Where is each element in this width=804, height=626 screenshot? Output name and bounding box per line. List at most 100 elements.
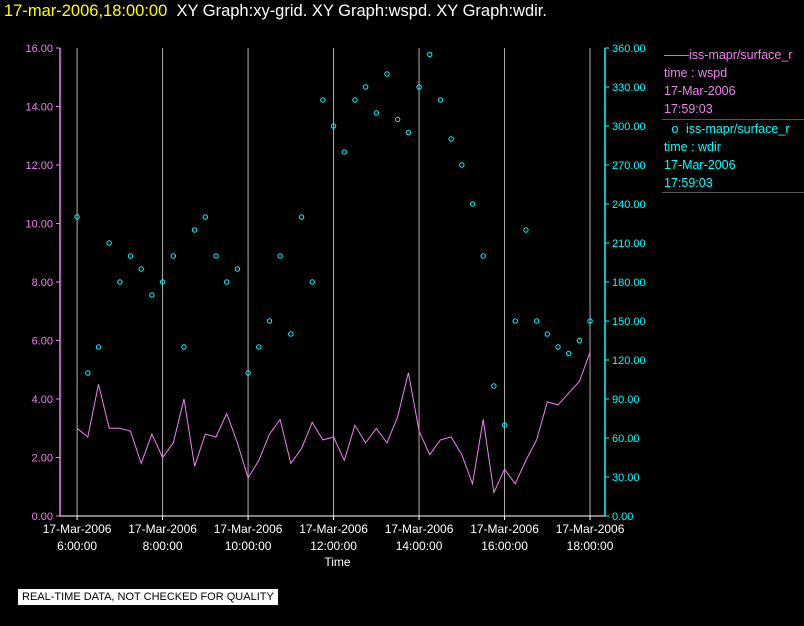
right-tick-label: 210.00 [612, 238, 646, 250]
x-tick-time: 8:00:00 [143, 539, 183, 553]
series-wspd-line [76, 352, 591, 495]
series-wdir-point [512, 318, 518, 324]
x-tick-time: 12:00:00 [310, 539, 357, 553]
series-wdir-point [266, 318, 273, 324]
left-tick-label: 0.00 [32, 511, 53, 523]
title-graphs: XY Graph:xy-grid. XY Graph:wspd. XY Grap… [176, 2, 547, 20]
series-wdir-point [373, 110, 380, 116]
series-wdir-point [149, 292, 155, 298]
x-tick-time: 10:00:00 [225, 539, 272, 553]
right-tick-label: 300.00 [612, 121, 646, 133]
series-wdir-point [213, 253, 219, 259]
right-tick-label: 30.00 [612, 472, 640, 484]
series-wdir-point [405, 129, 412, 136]
series-wdir-point [106, 240, 112, 246]
quality-note: REAL-TIME DATA, NOT CHECKED FOR QUALITY [18, 589, 278, 605]
series-wdir-point [234, 266, 241, 272]
x-axis-label: Time [324, 555, 351, 569]
left-tick-label: 2.00 [32, 453, 53, 465]
right-tick-label: 60.00 [612, 433, 640, 445]
right-tick-label: 240.00 [612, 199, 646, 211]
left-tick-label: 4.00 [32, 394, 53, 406]
legend-wspd-time: 17:59:03 [664, 102, 713, 116]
series-wdir-point [384, 71, 390, 77]
series-wdir-point [555, 344, 561, 350]
series-wdir-point [245, 370, 251, 376]
legend-divider [662, 119, 804, 120]
legend-wdir-date: 17-Mar-2006 [664, 158, 736, 172]
series-wdir-point [298, 214, 305, 220]
legend-wdir: o iss-mapr/surface_r time : wdir 17-Mar-2… [664, 120, 804, 192]
legend-wspd-var: time : wspd [664, 66, 728, 80]
left-tick-label: 8.00 [32, 277, 53, 289]
right-tick-label: 120.00 [612, 355, 646, 367]
series-wdir-point [448, 136, 454, 142]
legend-wdir-name: o iss-mapr/surface_r [671, 122, 790, 136]
series-wdir-point [544, 331, 550, 337]
left-tick-label: 6.00 [32, 336, 53, 348]
series-wdir-point [501, 422, 508, 428]
x-tick-time: 18:00:00 [567, 539, 614, 553]
x-tick-date: 17-Mar-2006 [385, 522, 454, 536]
right-tick-label: 270.00 [612, 160, 646, 172]
x-tick-date: 17-Mar-2006 [556, 522, 625, 536]
series-wdir-point [491, 383, 497, 389]
series-wdir-point [191, 227, 198, 233]
series-wdir-point [576, 337, 583, 344]
series-wdir-point [95, 344, 102, 350]
series-wdir-point [437, 97, 444, 103]
right-tick-label: 360.00 [612, 43, 646, 55]
series-wdir-point [85, 370, 91, 376]
x-tick-time: 14:00:00 [396, 539, 443, 553]
x-tick-date: 17-Mar-2006 [470, 522, 539, 536]
series-wdir-point [277, 253, 283, 259]
series-wdir-point [416, 84, 422, 90]
graph-title: 17-mar-2006,18:00:00 XY Graph:xy-grid. X… [4, 2, 547, 21]
series-wdir-point [587, 318, 593, 324]
right-tick-label: 330.00 [612, 82, 646, 94]
title-timestamp: 17-mar-2006,18:00:00 [4, 2, 168, 20]
series-wdir-point [74, 214, 80, 220]
series-wdir-point [181, 344, 187, 350]
legend-wdir-time: 17:59:03 [664, 176, 713, 190]
legend-wspd-date: 17-Mar-2006 [664, 84, 736, 98]
series-wdir-point [127, 253, 134, 259]
legend-wspd: ——iss-mapr/surface_r time : wspd 17-Mar-… [664, 46, 804, 118]
series-wdir-point [170, 253, 176, 259]
left-tick-label: 14.00 [25, 102, 53, 114]
series-wdir-point [117, 279, 123, 285]
series-wdir-point [480, 253, 486, 259]
x-tick-date: 17-Mar-2006 [214, 522, 283, 536]
x-tick-time: 16:00:00 [481, 539, 528, 553]
left-tick-label: 12.00 [25, 160, 53, 172]
x-tick-time: 6:00:00 [57, 539, 97, 553]
legend-divider-2 [662, 192, 804, 193]
legend-wspd-name: ——iss-mapr/surface_r [664, 48, 793, 62]
series-wdir-point [459, 162, 465, 168]
series-wdir-point [330, 123, 337, 129]
left-tick-label: 10.00 [25, 219, 53, 231]
series-wdir-point [427, 51, 433, 58]
x-tick-date: 17-Mar-2006 [128, 522, 197, 536]
series-wdir-point [533, 318, 540, 324]
x-tick-date: 17-Mar-2006 [299, 522, 368, 536]
series-wdir-point [352, 97, 358, 103]
x-tick-date: 17-Mar-2006 [43, 522, 112, 536]
series-wdir-point [469, 201, 476, 207]
series-wdir-point [202, 214, 209, 220]
series-wdir-point [341, 149, 347, 155]
legend-wdir-var: time : wdir [664, 140, 721, 154]
series-wdir-point [362, 84, 369, 90]
series-wdir-point [394, 116, 401, 123]
series-wdir-point [288, 331, 294, 337]
right-tick-label: 90.00 [612, 394, 640, 406]
series-wdir-point [320, 97, 326, 103]
series-wdir-point [309, 279, 315, 285]
right-tick-label: 180.00 [612, 277, 646, 289]
series-wdir-point [138, 266, 144, 272]
series-wdir-point [224, 279, 230, 285]
series-wdir-point [565, 350, 572, 357]
series-wdir-point [523, 227, 529, 233]
series-wdir-point [159, 279, 166, 285]
